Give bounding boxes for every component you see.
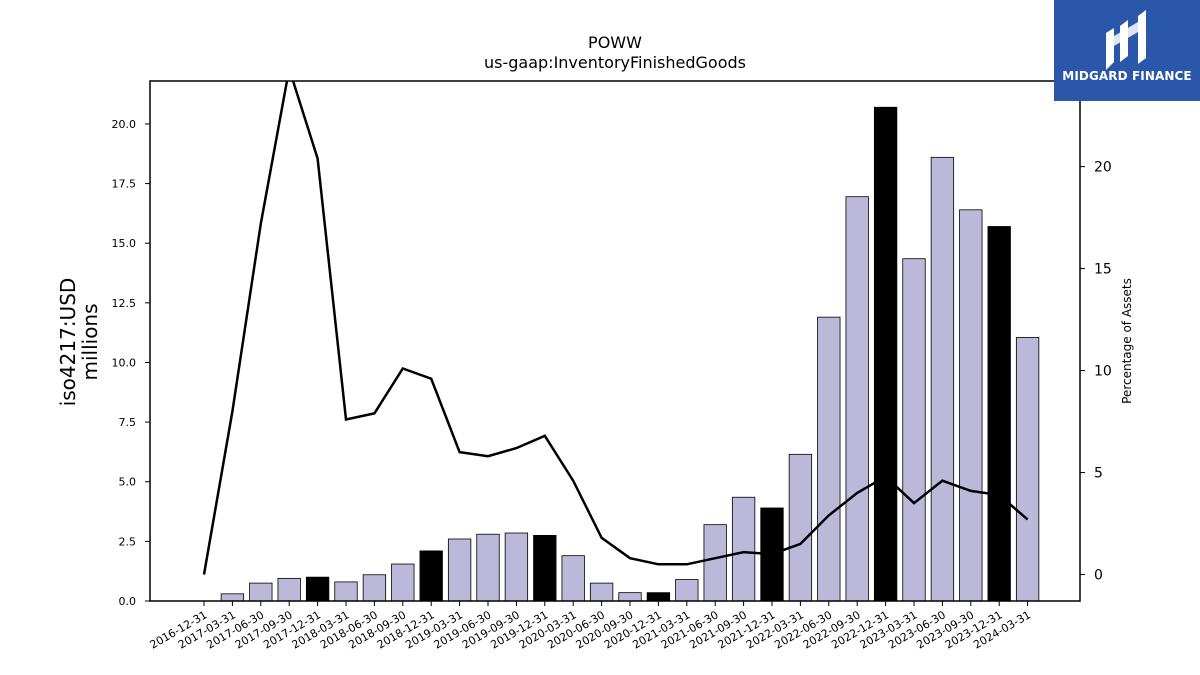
y-tick-label: 17.5: [112, 178, 137, 191]
bar: [589, 582, 614, 602]
bar: [561, 555, 585, 602]
chart-subtitle: us-gaap:InventoryFinishedGoods: [484, 53, 746, 72]
bar: [959, 209, 983, 602]
y-tick-label: 2.5: [119, 535, 137, 548]
bar: [504, 532, 529, 602]
bar: [902, 258, 926, 602]
bar: [675, 579, 699, 602]
bar: [845, 196, 869, 602]
left-axis-ticks: 0.0 2.5 5.0 7.5 10.0 12.5 15.0 17.5 20.0: [112, 118, 150, 608]
bar: [618, 592, 642, 602]
bar: [277, 577, 301, 602]
y-tick-label: 10.0: [112, 356, 137, 369]
x-axis-ticks: 2016-12-312017-03-312017-06-302017-09-30…: [148, 601, 1033, 652]
y2-tick-label: 20: [1094, 160, 1112, 176]
bar: [476, 533, 500, 602]
bar-series: [220, 106, 1040, 602]
y-axis-label: iso4217:USDmillions: [56, 278, 102, 407]
bar: [788, 453, 813, 602]
y-tick-label: 0.0: [119, 595, 137, 608]
y-tick-label: 15.0: [112, 237, 137, 250]
bar: [305, 576, 330, 602]
y2-tick-label: 5: [1094, 466, 1103, 482]
y-tick-label: 5.0: [119, 476, 137, 489]
bar: [249, 582, 273, 602]
bar: [533, 535, 557, 602]
bar: [703, 524, 727, 602]
bar: [987, 226, 1011, 602]
right-axis-ticks: 0 5 10 15 20: [1080, 160, 1112, 583]
brand-logo: MIDGARD FINANCE: [1054, 0, 1200, 101]
y-tick-label: 7.5: [119, 416, 137, 429]
y2-tick-label: 0: [1094, 567, 1103, 583]
y-axis-label-line: iso4217:USD: [56, 278, 80, 407]
bar: [930, 156, 955, 602]
bar: [447, 538, 472, 602]
line-series: [202, 81, 1029, 575]
y-axis-label-line: millions: [78, 303, 102, 380]
y2-axis-label: Percentage of Assets: [1120, 278, 1134, 404]
bar: [334, 581, 358, 602]
y-tick-label: 20.0: [112, 118, 137, 131]
plot-frame: [149, 80, 1081, 602]
midgard-m-logo-icon: [1106, 10, 1146, 70]
brand-name: MIDGARD FINANCE: [1062, 69, 1192, 83]
y2-tick-label: 15: [1094, 262, 1112, 278]
y-tick-label: 12.5: [112, 297, 137, 310]
bar: [731, 496, 756, 602]
y2-tick-label: 10: [1094, 364, 1112, 380]
bar: [391, 563, 415, 602]
bar: [1015, 337, 1040, 602]
chart-title: POWW: [588, 33, 642, 52]
bar: [873, 106, 898, 602]
bar: [362, 574, 387, 602]
percent-of-assets-line: [202, 81, 1029, 575]
bar: [220, 593, 245, 602]
bar: [419, 550, 443, 602]
bar: [646, 592, 671, 602]
bar: [817, 316, 841, 602]
